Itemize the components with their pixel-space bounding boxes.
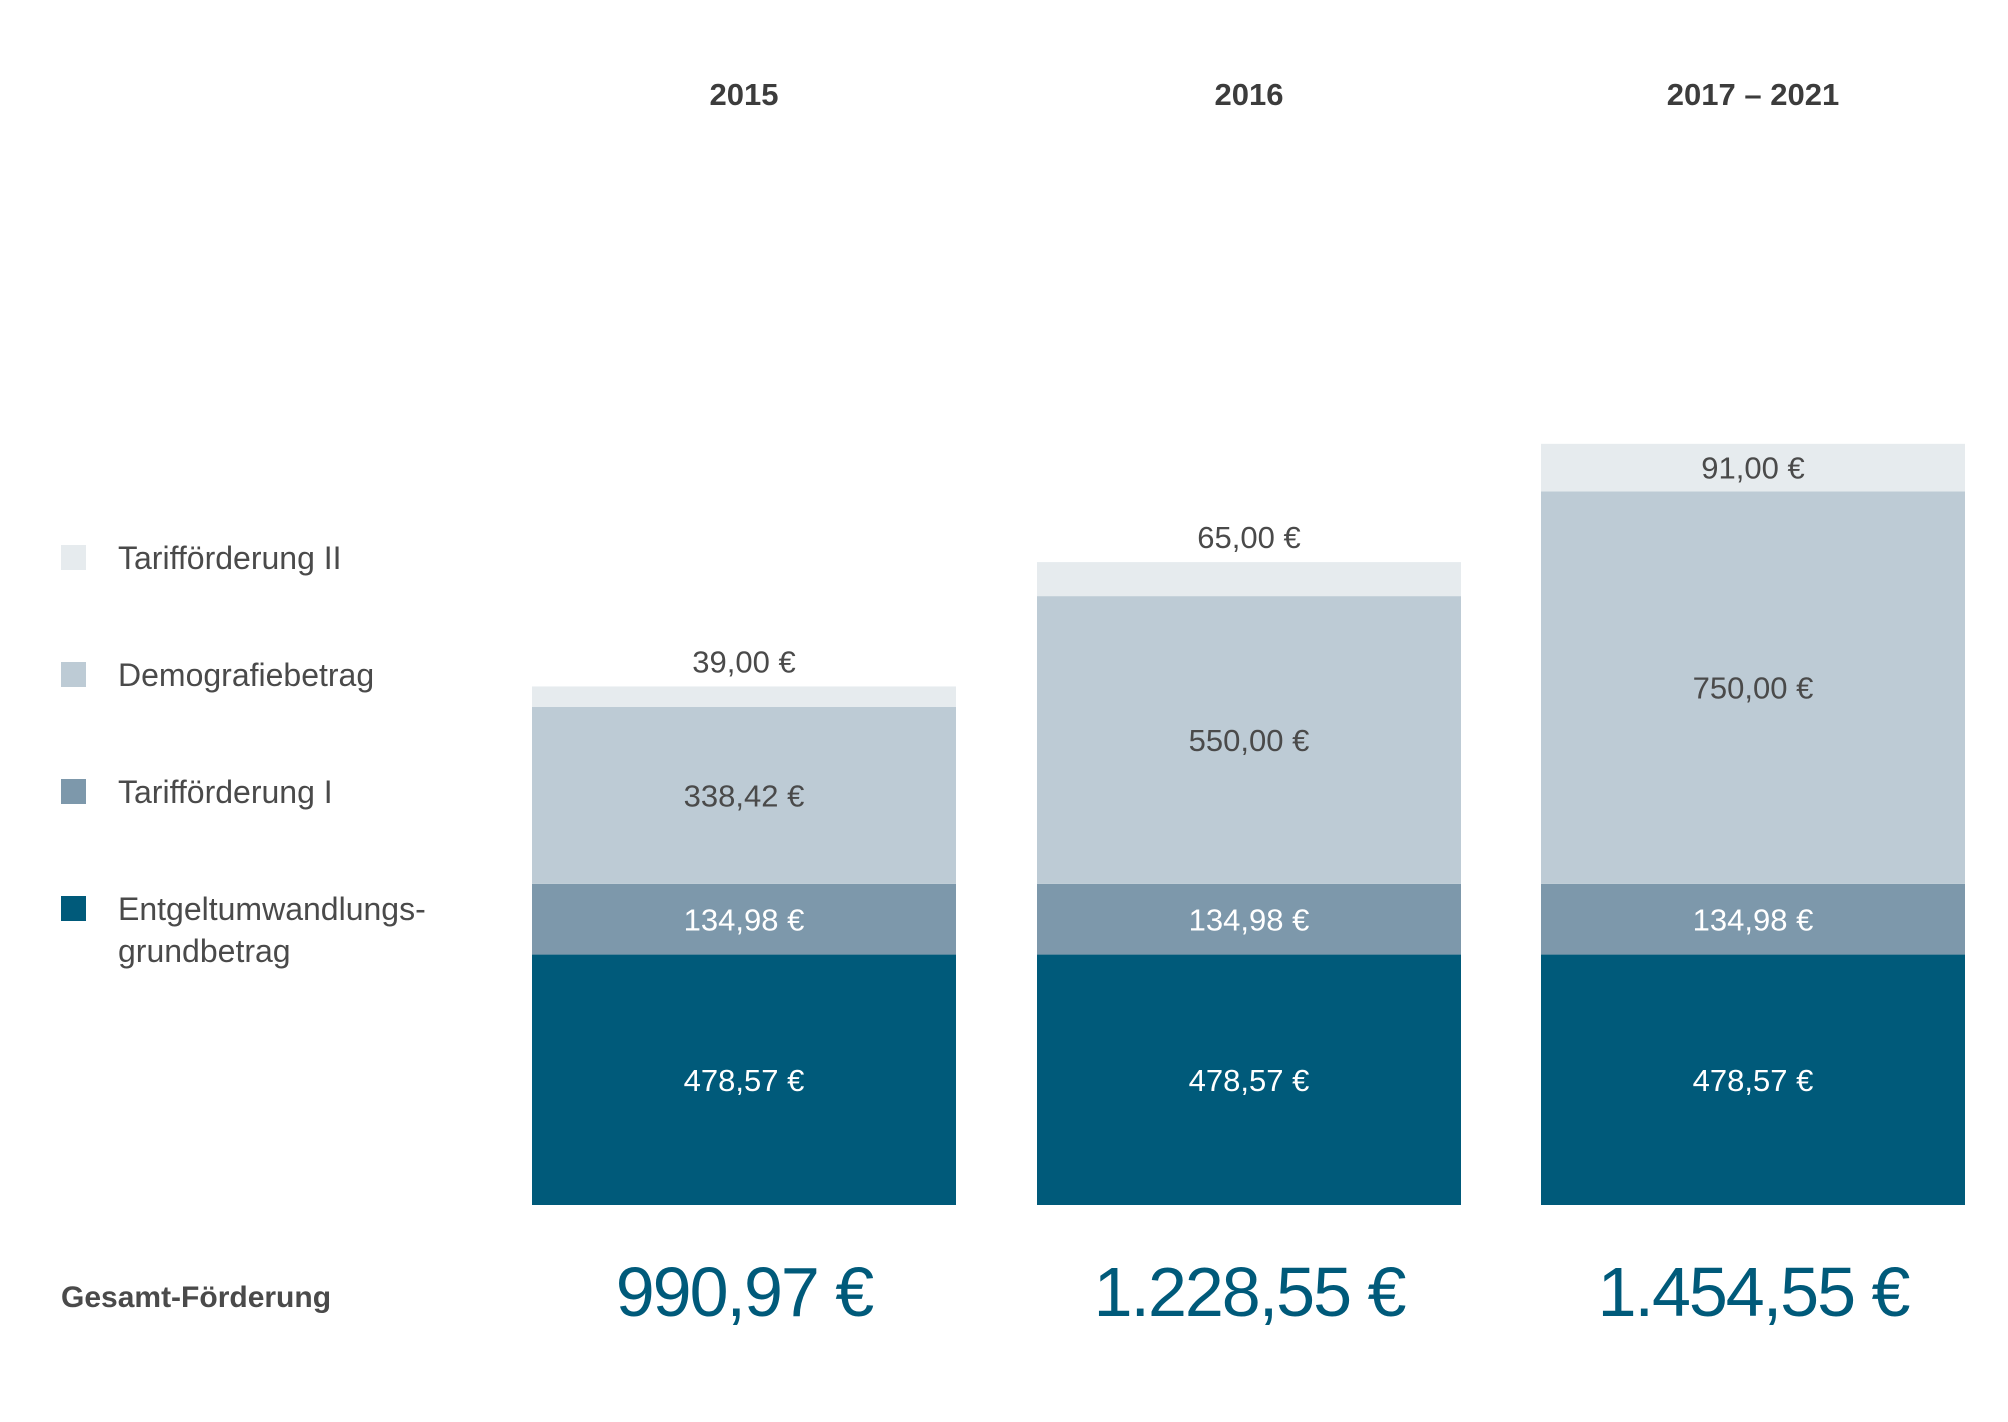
segment-label-demografiebetrag-2: 550,00 € <box>1189 723 1310 758</box>
bar-segment-tariffoerderung-ii-1 <box>532 686 956 707</box>
bar-segment-entgeltumwandlungs-grundbetrag-3 <box>1541 954 1965 1205</box>
bar-segment-demografiebetrag-2 <box>1037 596 1461 884</box>
legend-label-entgeltumwandlungs-grundbetrag-line-2: grundbetrag <box>118 933 291 969</box>
legend-swatch-tariffoerderung-ii <box>61 545 86 570</box>
legend-label-demografiebetrag: Demografiebetrag <box>118 657 374 693</box>
segment-label-tariffoerderung-i-2: 134,98 € <box>1189 902 1310 937</box>
legend-item-demografiebetrag: Demografiebetrag <box>61 657 374 693</box>
legend: Tarifförderung II Demografiebetrag Tariffö… <box>61 540 426 969</box>
bar-segment-demografiebetrag-3 <box>1541 491 1965 884</box>
legend-item-tariffoerderung-i: Tarifförderung I <box>61 774 333 810</box>
legend-label-entgeltumwandlungs-grundbetrag-line-1: Entgeltumwandlungs- <box>118 891 426 927</box>
category-label-1: 2015 <box>710 77 779 112</box>
bar-segment-tariffoerderung-i-1 <box>532 883 956 955</box>
segment-label-demografiebetrag-3: 750,00 € <box>1693 671 1814 706</box>
segment-label-tariffoerderung-ii-2: 65,00 € <box>1197 520 1300 555</box>
category-label-3: 2017 – 2021 <box>1667 77 1839 112</box>
totals-row: Gesamt-Förderung 990,97 € 1.228,55 € 1.454… <box>61 1253 1911 1331</box>
segment-label-entgeltumwandlungs-grundbetrag-3: 478,57 € <box>1693 1063 1814 1098</box>
legend-swatch-demografiebetrag <box>61 662 86 687</box>
total-value-2: 1.228,55 € <box>1094 1253 1406 1331</box>
segment-label-tariffoerderung-i-3: 134,98 € <box>1693 902 1814 937</box>
bar-segment-tariffoerderung-ii-3 <box>1541 443 1965 492</box>
segment-label-entgeltumwandlungs-grundbetrag-2: 478,57 € <box>1189 1063 1310 1098</box>
bar-segment-entgeltumwandlungs-grundbetrag-1 <box>532 954 956 1205</box>
total-value-3: 1.454,55 € <box>1598 1253 1910 1331</box>
legend-swatch-tariffoerderung-i <box>61 779 86 804</box>
bar-segment-tariffoerderung-ii-2 <box>1037 562 1461 597</box>
segment-label-entgeltumwandlungs-grundbetrag-1: 478,57 € <box>684 1063 805 1098</box>
bars-layer <box>532 443 1965 1205</box>
legend-item-tariffoerderung-ii: Tarifförderung II <box>61 540 342 576</box>
category-label-2: 2016 <box>1215 77 1284 112</box>
segment-label-tariffoerderung-ii-3: 91,00 € <box>1701 451 1804 486</box>
totals-title: Gesamt-Förderung <box>61 1281 331 1314</box>
total-value-1: 990,97 € <box>616 1253 874 1331</box>
legend-swatch-entgeltumwandlungs-grundbetrag <box>61 896 86 921</box>
segment-label-tariffoerderung-i-1: 134,98 € <box>684 902 805 937</box>
category-labels-layer: 2015 2016 2017 – 2021 <box>710 77 1840 112</box>
legend-label-tariffoerderung-i: Tarifförderung I <box>118 774 333 810</box>
bar-segment-tariffoerderung-i-3 <box>1541 883 1965 955</box>
segment-label-tariffoerderung-ii-1: 39,00 € <box>692 644 795 679</box>
legend-item-entgeltumwandlungs-grundbetrag: Entgeltumwandlungs-grundbetrag <box>61 891 426 969</box>
bar-segment-tariffoerderung-i-2 <box>1037 883 1461 955</box>
legend-label-tariffoerderung-ii: Tarifförderung II <box>118 540 342 576</box>
bar-segment-demografiebetrag-1 <box>532 706 956 884</box>
segment-labels-layer: 478,57 € 134,98 € 338,42 € 39,00 € 478,57 € 1… <box>684 451 1814 1098</box>
bar-segment-entgeltumwandlungs-grundbetrag-2 <box>1037 954 1461 1205</box>
segment-label-demografiebetrag-1: 338,42 € <box>684 778 805 813</box>
